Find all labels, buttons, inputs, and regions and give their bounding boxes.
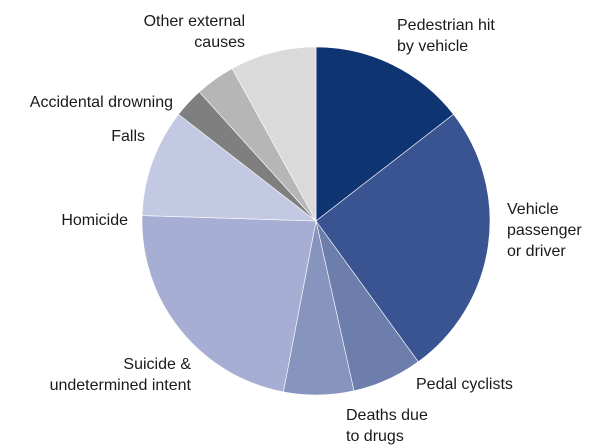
slice-label-line: Other external bbox=[144, 13, 245, 30]
slice-label: Accidental drowning bbox=[30, 94, 173, 111]
pie-slice bbox=[315, 113, 491, 363]
slice-label-line: Deaths due bbox=[346, 407, 428, 424]
slice-label-line: Vehicle bbox=[507, 201, 559, 218]
slice-label: Pedestrian hit by vehicle bbox=[397, 17, 495, 55]
slice-label-line: Pedestrian hit bbox=[397, 17, 495, 34]
slice-label-line: passenger bbox=[507, 222, 582, 239]
pie-slice bbox=[141, 113, 317, 222]
pie-slice bbox=[231, 46, 317, 222]
slice-label: Deaths due to drugs bbox=[346, 407, 428, 445]
slice-label-line: Falls bbox=[111, 128, 145, 145]
slice-label-line: causes bbox=[194, 34, 245, 51]
slice-label-line: undetermined intent bbox=[50, 377, 192, 394]
slice-label-line: Accidental drowning bbox=[30, 94, 173, 111]
slice-label-line: by vehicle bbox=[397, 38, 468, 55]
slice-label: Pedal cyclists bbox=[416, 376, 513, 393]
slice-label: Falls bbox=[111, 128, 145, 145]
slice-label: Homicide bbox=[61, 212, 128, 229]
pie-slices bbox=[141, 46, 491, 396]
slice-label: Other external causes bbox=[144, 13, 245, 51]
slice-label-line: Homicide bbox=[61, 212, 128, 229]
slice-label-line: Suicide & bbox=[123, 356, 191, 373]
slice-label-line: Pedal cyclists bbox=[416, 376, 513, 393]
slice-labels: Pedestrian hit by vehicle Vehicle passenger… bbox=[30, 13, 583, 445]
pie-slice bbox=[141, 215, 317, 393]
slice-label-line: or driver bbox=[507, 243, 566, 260]
slice-label: Suicide & undetermined intent bbox=[50, 356, 192, 394]
slice-label: Vehicle passenger or driver bbox=[507, 201, 582, 260]
pie-slice bbox=[315, 46, 454, 222]
slice-label-line: to drugs bbox=[346, 428, 404, 445]
